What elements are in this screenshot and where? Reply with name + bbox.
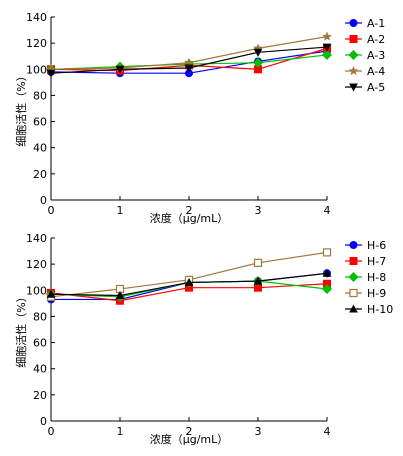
data-point: [321, 49, 333, 60]
y-tick-label: 40: [33, 142, 47, 155]
y-tick-label: 20: [33, 168, 47, 181]
y-axis-label: 细胞活性（%）: [14, 291, 28, 367]
data-point: [252, 57, 264, 68]
x-tick-label: 1: [117, 204, 124, 217]
data-point: [115, 65, 125, 74]
y-tick-label: 60: [33, 337, 47, 350]
legend-label: H-6: [367, 239, 386, 252]
y-tick-label: 80: [33, 310, 47, 323]
y-tick-label: 20: [33, 389, 47, 402]
y-axis-label: 细胞活性（%）: [14, 70, 28, 146]
x-tick-label: 3: [255, 204, 262, 217]
legend-marker: [348, 271, 359, 283]
y-tick-label: 120: [26, 37, 47, 50]
legend-marker: [349, 19, 358, 27]
legend-item: A-3: [345, 49, 385, 62]
data-point: [46, 69, 56, 78]
x-tick-label: 0: [48, 425, 55, 438]
data-point: [321, 283, 333, 294]
legend-item: H-7: [345, 255, 386, 268]
legend-label: A-3: [367, 49, 385, 62]
y-tick-label: 40: [33, 363, 47, 376]
legend-marker: [348, 49, 359, 61]
legend-marker: [349, 35, 358, 43]
legend-item: A-2: [345, 33, 385, 46]
legend-label: H-8: [367, 271, 386, 284]
y-tick-label: 0: [40, 194, 47, 207]
data-point: [253, 276, 263, 285]
legend-item: A-5: [345, 81, 385, 94]
series-H-10: [46, 268, 332, 300]
data-point: [184, 64, 194, 73]
chart-panel-1: 0 20 40 60 80 100 120 140 0 1 2 3 4 浓度（μg/mL） 细胞活性（%） A…: [14, 11, 385, 225]
x-tick-label: 0: [48, 204, 55, 217]
legend-item: A-1: [345, 17, 385, 30]
legend-label: A-5: [367, 81, 385, 94]
y-tick-label: 0: [40, 415, 47, 428]
x-tick-label: 4: [324, 204, 331, 217]
legend-marker: [349, 83, 358, 92]
y-tick-label: 100: [26, 284, 47, 297]
data-point: [322, 31, 332, 41]
data-point: [322, 268, 332, 277]
legend-item: A-4: [345, 65, 385, 78]
data-point: [322, 43, 332, 52]
legend-item: H-8: [345, 271, 386, 284]
legend-label: H-9: [367, 287, 386, 300]
data-point: [115, 290, 125, 300]
data-point: [184, 277, 194, 286]
data-point: [46, 289, 56, 298]
y-tick-label: 60: [33, 116, 47, 129]
y-tick-label: 140: [26, 232, 47, 245]
x-tick-label: 2: [186, 204, 193, 217]
y-tick-label: 140: [26, 11, 47, 24]
legend-label: A-4: [367, 65, 385, 78]
legend-marker: [349, 288, 358, 298]
y-tick-label: 100: [26, 63, 47, 76]
x-tick-label: 4: [324, 425, 331, 438]
legend-label: A-2: [367, 33, 385, 46]
y-tick-label: 80: [33, 89, 47, 102]
legend-marker: [349, 257, 358, 265]
x-tick-label: 2: [186, 425, 193, 438]
data-point: [253, 48, 263, 57]
series-A-5: [46, 43, 332, 78]
data-point: [253, 258, 263, 267]
x-axis-label: 浓度（μg/mL）: [150, 432, 229, 446]
legend-item: H-10: [345, 303, 393, 316]
legend-label: H-10: [367, 303, 393, 316]
series-H-9: [46, 248, 332, 301]
legend-marker: [348, 65, 359, 76]
x-axis-label: 浓度（μg/mL）: [150, 211, 229, 225]
legend-item: H-6: [345, 239, 386, 252]
data-point: [322, 248, 332, 257]
legend-label: H-7: [367, 255, 386, 268]
legend-marker: [349, 304, 358, 313]
legend-label: A-1: [367, 17, 385, 30]
legend-marker: [349, 241, 358, 249]
legend-item: H-9: [345, 287, 386, 300]
y-tick-label: 120: [26, 258, 47, 271]
chart-panel-2: 0 20 40 60 80 100 120 140 0 1 2 3 4 浓度（μg/mL） 细胞活性（%） H…: [14, 232, 393, 446]
x-tick-label: 1: [117, 425, 124, 438]
x-tick-label: 3: [255, 425, 262, 438]
